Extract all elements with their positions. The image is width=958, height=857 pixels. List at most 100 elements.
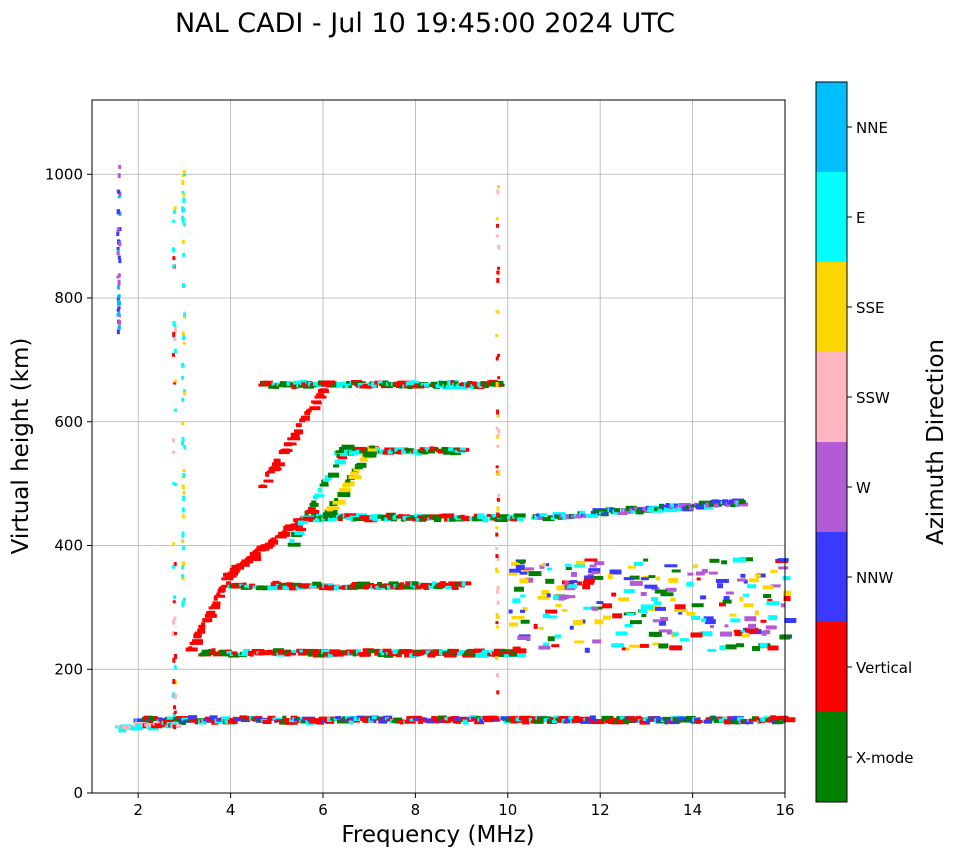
y-tick-label: 400 [54, 537, 83, 555]
echo-mark [292, 582, 302, 586]
echo-mark [565, 717, 571, 723]
echo-mark [460, 718, 465, 722]
y-tick-label: 1000 [45, 165, 83, 183]
echo-mark [341, 650, 350, 655]
echo-mark [691, 603, 704, 608]
echo-mark [339, 453, 348, 457]
echo-mark [117, 299, 121, 305]
echo-mark [691, 615, 701, 620]
echo-mark [525, 577, 534, 583]
echo-mark [407, 649, 412, 655]
echo-mark [724, 624, 729, 628]
echo-mark [298, 383, 304, 388]
echo-mark [442, 720, 451, 724]
echo-mark [519, 609, 525, 613]
echo-mark [577, 581, 583, 586]
echo-mark [211, 648, 216, 654]
echo-mark [629, 508, 636, 513]
echo-mark [172, 320, 176, 326]
echo-mark [551, 644, 560, 648]
echo-mark [690, 632, 703, 638]
echo-mark [754, 610, 759, 616]
echo-mark [234, 565, 241, 571]
echo-mark [583, 577, 595, 583]
echo-mark [517, 653, 527, 658]
echo-mark [294, 429, 304, 435]
echo-mark [688, 505, 694, 511]
echo-mark [116, 285, 120, 290]
echo-mark [434, 719, 443, 724]
echo-mark [495, 532, 499, 537]
echo-mark [172, 482, 176, 486]
echo-mark [324, 509, 338, 515]
echo-mark [335, 716, 342, 720]
echo-mark [461, 581, 466, 587]
echo-mark [372, 383, 377, 388]
echo-mark [116, 724, 122, 729]
echo-mark [182, 341, 186, 345]
echo-mark [171, 264, 175, 268]
echo-mark [181, 215, 185, 221]
echo-mark [584, 575, 595, 579]
echo-mark [473, 648, 485, 654]
echo-mark [203, 619, 211, 623]
echo-mark [671, 569, 681, 573]
echo-mark [404, 720, 416, 724]
x-tick-label: 6 [318, 801, 328, 819]
echo-mark [686, 611, 696, 616]
echo-mark [463, 651, 472, 656]
echo-mark [496, 586, 500, 590]
echo-mark [581, 619, 586, 624]
echo-mark [658, 643, 669, 649]
echo-mark [414, 650, 427, 654]
echo-mark [783, 596, 791, 602]
echo-mark [713, 503, 719, 508]
echo-mark [725, 591, 734, 595]
echo-mark [747, 584, 757, 589]
echo-mark [496, 277, 500, 283]
echo-mark [181, 190, 185, 194]
echo-mark [640, 577, 649, 581]
echo-mark [116, 227, 120, 231]
echo-mark [567, 584, 578, 589]
echo-mark [229, 567, 240, 573]
echo-mark [243, 649, 251, 655]
echo-mark [756, 573, 766, 578]
echo-mark [495, 234, 499, 238]
echo-mark [117, 306, 121, 310]
x-tick-label: 10 [498, 801, 517, 819]
echo-mark [496, 625, 500, 629]
echo-mark [311, 513, 318, 518]
echo-mark [669, 645, 683, 651]
echo-mark [556, 719, 566, 723]
echo-mark [316, 494, 325, 498]
x-tick-label: 12 [591, 801, 610, 819]
echo-mark [520, 619, 530, 624]
x-tick-label: 14 [683, 801, 702, 819]
echo-mark [181, 565, 185, 570]
echo-mark [271, 651, 277, 656]
echo-mark [734, 632, 743, 637]
echo-mark [118, 241, 122, 247]
echo-mark [496, 556, 500, 562]
echo-mark [495, 569, 499, 573]
echo-mark [434, 649, 439, 654]
echo-mark [173, 693, 177, 699]
echo-mark [770, 569, 778, 573]
echo-mark [312, 581, 322, 586]
echo-mark [594, 619, 604, 625]
echo-mark [204, 649, 209, 653]
echo-mark [188, 646, 193, 652]
echo-mark [717, 583, 724, 589]
echo-mark [181, 239, 185, 244]
echo-mark [181, 397, 185, 402]
echo-mark [366, 450, 372, 455]
echo-mark [216, 592, 221, 597]
echo-mark [496, 383, 501, 388]
echo-mark [554, 634, 561, 639]
echo-mark [495, 217, 499, 221]
echo-mark [513, 513, 526, 518]
echo-mark [768, 615, 778, 621]
echo-mark [181, 331, 185, 336]
echo-mark [285, 582, 293, 586]
